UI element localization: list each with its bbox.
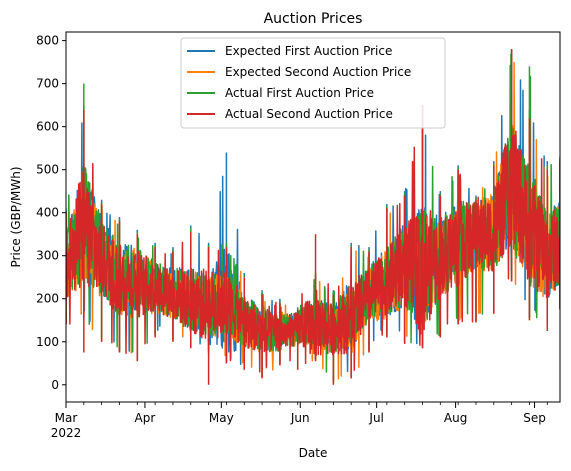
x-tick-label: Jul xyxy=(368,411,383,425)
x-tick-label: Jun xyxy=(290,411,310,425)
x-tick-label: May xyxy=(209,411,234,425)
legend-frame xyxy=(180,37,446,129)
x-tick-label: Sep xyxy=(523,411,546,425)
x-tick-label: Aug xyxy=(444,411,467,425)
chart-title: Auction Prices xyxy=(264,11,363,27)
legend: Expected First Auction Price Expected Sec… xyxy=(180,37,446,129)
y-tick-label: 800 xyxy=(36,34,59,48)
y-tick-label: 400 xyxy=(36,206,59,220)
y-tick-label: 700 xyxy=(36,77,59,91)
y-axis: 0 100 200 300 400 500 600 700 800 xyxy=(36,34,66,392)
y-tick-label: 200 xyxy=(36,292,59,306)
y-tick-label: 0 xyxy=(51,378,59,392)
axes-frame xyxy=(65,31,561,403)
legend-label: Expected Second Auction Price xyxy=(225,65,411,79)
y-tick-label: 500 xyxy=(36,163,59,177)
x-tick-sublabel: 2022 xyxy=(51,426,82,440)
legend-label: Actual Second Auction Price xyxy=(225,107,393,121)
x-tick-label: Mar xyxy=(55,411,78,425)
x-tick-label: Apr xyxy=(135,411,156,425)
y-tick-label: 600 xyxy=(36,120,59,134)
y-tick-label: 300 xyxy=(36,249,59,263)
series-line-4 xyxy=(66,120,560,373)
plot-area xyxy=(66,49,560,385)
legend-label: Actual First Auction Price xyxy=(225,86,374,100)
y-tick-label: 100 xyxy=(36,335,59,349)
legend-label: Expected First Auction Price xyxy=(225,44,392,58)
x-axis-label: Date xyxy=(299,446,328,460)
y-axis-label: Price (GBP/MWh) xyxy=(9,166,23,267)
